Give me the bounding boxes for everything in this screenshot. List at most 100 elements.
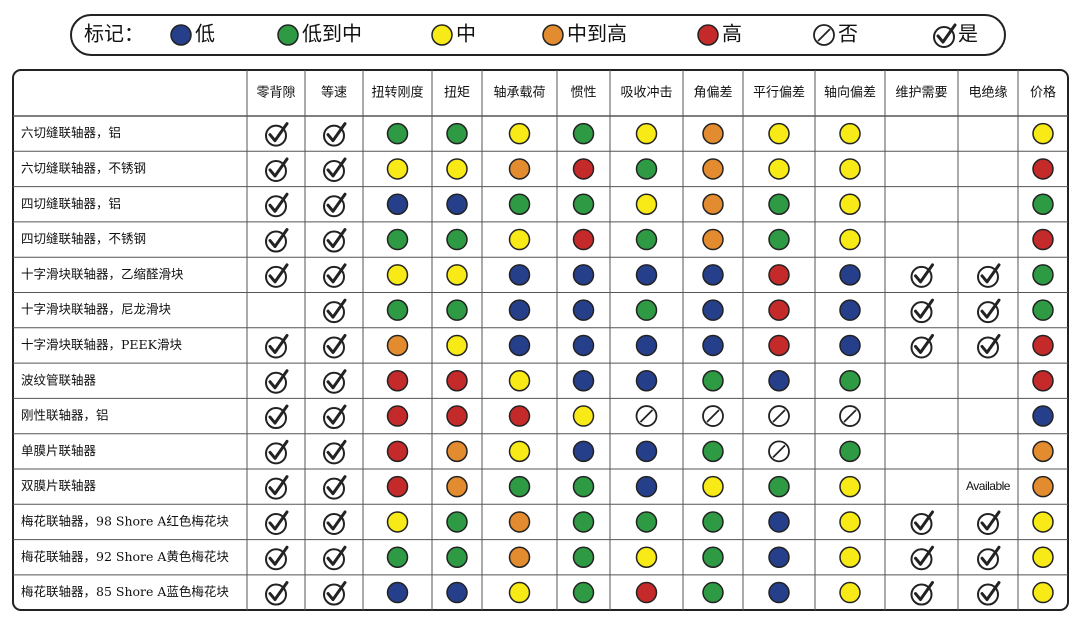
symbol: [702, 581, 724, 604]
legend-label: 否: [838, 22, 858, 46]
dot: [1032, 158, 1054, 180]
row-label: 四切缝联轴器，铝: [21, 196, 121, 211]
dot: [446, 475, 468, 498]
symbol: [386, 405, 409, 427]
dot: [446, 511, 468, 533]
symbol: [910, 581, 934, 606]
symbol: [265, 157, 289, 182]
dot: [386, 581, 409, 604]
dot: [635, 264, 658, 286]
dot: [386, 299, 409, 321]
dot: [635, 546, 658, 568]
symbol: [386, 370, 409, 392]
check-tick: [326, 475, 347, 496]
dot: [768, 122, 790, 145]
dot: [572, 228, 595, 251]
check-tick: [268, 369, 289, 390]
symbol: [572, 228, 595, 251]
symbol: [910, 510, 934, 535]
dot: [508, 475, 531, 498]
symbol: [446, 122, 468, 145]
dot: [542, 24, 564, 46]
column-header: 扭矩: [444, 86, 470, 101]
symbol: [977, 333, 1001, 359]
no-slash: [843, 409, 857, 423]
symbol: [446, 405, 468, 427]
dot: [508, 370, 531, 392]
symbol: [977, 545, 1001, 571]
symbol: [386, 158, 409, 180]
dot: [1032, 228, 1054, 251]
symbol: [446, 299, 468, 321]
symbol: [702, 158, 724, 180]
symbol: [265, 439, 289, 465]
symbol: [839, 440, 861, 463]
symbol: [323, 157, 347, 182]
symbol: [635, 440, 658, 463]
symbol: [508, 264, 531, 286]
dot: [446, 370, 468, 392]
symbol: [1032, 334, 1054, 357]
dot: [572, 370, 595, 392]
symbol: [572, 581, 595, 604]
symbol: [977, 298, 1001, 324]
dot: [839, 158, 861, 180]
symbol: [386, 299, 409, 321]
symbol: [508, 122, 531, 145]
symbol: [170, 24, 192, 46]
dot: [170, 24, 192, 46]
check-tick: [914, 333, 934, 354]
dot: [702, 122, 724, 145]
dot: [572, 511, 595, 533]
check-tick: [268, 545, 289, 566]
dot: [635, 299, 658, 321]
symbol: [323, 404, 347, 430]
legend-label: 低到中: [302, 22, 362, 46]
dot: [839, 228, 861, 251]
symbol: [277, 24, 299, 46]
symbol: [1032, 405, 1054, 427]
dot: [508, 158, 531, 180]
column-header: 吸收冲击: [620, 86, 672, 101]
column-header: 价格: [1030, 85, 1056, 101]
dot: [635, 228, 658, 251]
dot: [635, 158, 658, 180]
dot: [768, 546, 790, 568]
check-tick: [268, 228, 289, 249]
symbol: [323, 581, 347, 606]
dot: [508, 581, 531, 604]
column-header: 角偏差: [693, 86, 732, 101]
symbol: [508, 546, 531, 568]
symbol: [1032, 158, 1054, 180]
symbol: [508, 475, 531, 498]
symbol: [839, 334, 861, 357]
dot: [572, 299, 595, 321]
dot: [386, 122, 409, 145]
dot: [635, 122, 658, 145]
symbol: [839, 158, 861, 180]
check-tick: [980, 263, 1001, 284]
check-tick: [980, 510, 1001, 531]
check-tick: [914, 581, 934, 602]
symbol: [768, 122, 790, 145]
symbol: [265, 263, 289, 288]
dot: [635, 475, 658, 498]
dot: [702, 370, 724, 392]
dot: [768, 581, 790, 604]
column-header: 零背隙: [256, 86, 295, 101]
symbol: [768, 440, 790, 463]
symbol: [910, 298, 934, 324]
symbol: [323, 122, 347, 147]
symbol: [635, 581, 658, 604]
dot: [697, 24, 719, 46]
symbol: [702, 122, 724, 145]
symbol: [702, 193, 724, 215]
symbol: [386, 264, 409, 286]
dot: [386, 334, 409, 357]
symbol: [768, 299, 790, 321]
symbol: [265, 192, 289, 218]
dot: [1032, 581, 1054, 604]
symbol: [572, 122, 595, 145]
dot: [508, 334, 531, 357]
